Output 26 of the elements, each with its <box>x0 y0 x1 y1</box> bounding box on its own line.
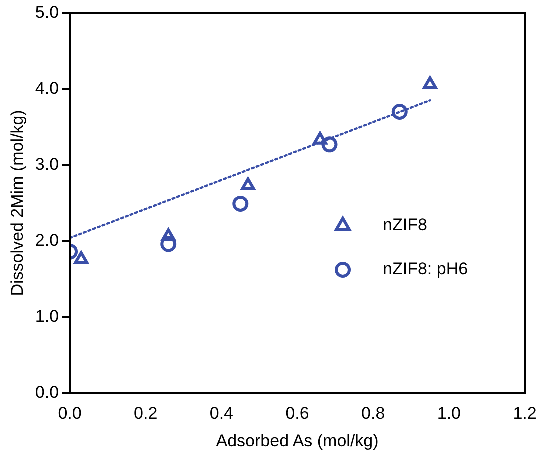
y-tick-label: 0.0 <box>35 382 60 402</box>
x-tick-label: 0.6 <box>286 404 310 424</box>
y-tick-label: 5.0 <box>35 2 60 22</box>
x-tick-label: 0.4 <box>210 404 234 424</box>
y-tick-label: 4.0 <box>35 78 60 98</box>
point <box>423 76 438 90</box>
point <box>232 196 249 212</box>
point <box>160 236 177 252</box>
x-tick-label: 1.2 <box>513 404 537 424</box>
legend-label: nZIF8 <box>383 216 428 235</box>
y-axis-title: Dissolved 2Mim (mol/kg) <box>8 110 27 296</box>
point <box>241 178 256 190</box>
point <box>313 132 328 145</box>
y-tick-label: 2.0 <box>35 230 60 250</box>
x-tick-label: 1.0 <box>437 404 461 424</box>
x-tick-label: 0.8 <box>362 404 386 424</box>
point <box>322 136 338 153</box>
point <box>74 251 89 264</box>
x-tick-label: 0.0 <box>58 404 82 424</box>
legend-label: nZIF8: pH6 <box>383 260 468 279</box>
point <box>161 228 176 242</box>
y-tick-label: 1.0 <box>35 306 60 326</box>
x-tick-label: 0.2 <box>134 404 158 424</box>
x-axis-title: Adsorbed As (mol/kg) <box>216 431 379 450</box>
y-tick-label: 3.0 <box>35 154 60 174</box>
point <box>392 104 408 120</box>
